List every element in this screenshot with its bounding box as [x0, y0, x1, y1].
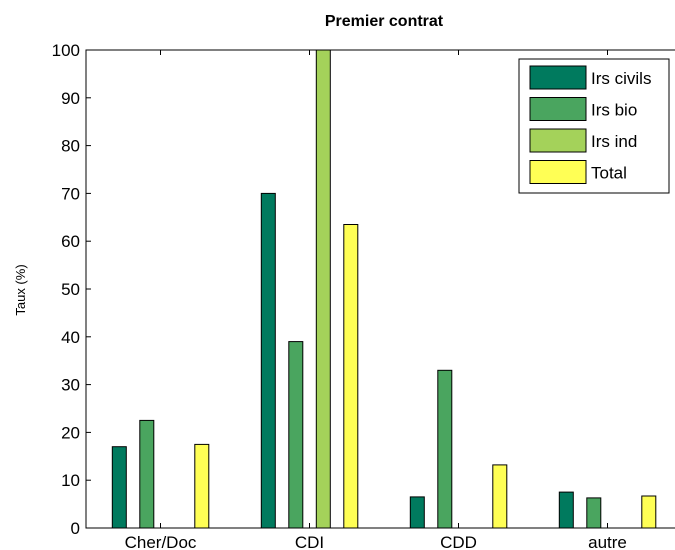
bar-irs-bio-cdd [437, 369, 453, 529]
bar-total-cher-doc [194, 443, 210, 529]
y-tick-label: 40 [61, 328, 80, 347]
y-tick-label: 50 [61, 280, 80, 299]
ticks-layer: 0 10 20 30 40 50 60 70 80 90 100 Cher/Doc CDI CDD autr… [52, 41, 627, 550]
bar-irs-bio-autre [586, 497, 602, 529]
legend-label: Total [591, 164, 627, 183]
bar-irs-civils-autre [558, 491, 574, 529]
x-tick-label: Cher/Doc [125, 533, 197, 550]
legend-swatch [529, 160, 587, 184]
y-tick-label: 20 [61, 423, 80, 442]
chart-title: Premier contrat [325, 13, 444, 30]
y-tick-label: 0 [71, 519, 80, 538]
x-tick-label: autre [588, 533, 627, 550]
legend-swatch [529, 97, 587, 121]
legend-swatch [529, 65, 587, 90]
bars-layer [111, 49, 657, 529]
bar-irs-bio-cher-doc [139, 419, 155, 529]
bar-irs-civils-cher-doc [111, 446, 127, 529]
x-tick-label: CDI [295, 533, 324, 550]
legend-swatch [529, 128, 587, 153]
y-tick-label: 90 [61, 89, 80, 108]
bar-total-autre [641, 495, 657, 529]
y-tick-label: 70 [61, 184, 80, 203]
bar-irs-civils-cdd [409, 496, 425, 529]
legend: Irs civils Irs bio Irs ind Total [518, 58, 670, 194]
y-tick-label: 60 [61, 232, 80, 251]
bar-total-cdd [492, 464, 508, 529]
y-tick-label: 30 [61, 376, 80, 395]
y-axis-label: Taux (%) [13, 264, 28, 315]
legend-label: Irs ind [591, 132, 637, 151]
y-tick-label: 80 [61, 137, 80, 156]
bar-irs-civils-cdi [260, 192, 276, 529]
bar-total-cdi [343, 224, 359, 529]
y-tick-label: 10 [61, 471, 80, 490]
legend-label: Irs civils [591, 69, 651, 88]
bar-irs-bio-cdi [288, 341, 304, 529]
x-tick-label: CDD [440, 533, 477, 550]
y-tick-label: 100 [52, 41, 80, 60]
legend-label: Irs bio [591, 101, 637, 120]
bar-irs-ind-cdi [315, 49, 331, 529]
